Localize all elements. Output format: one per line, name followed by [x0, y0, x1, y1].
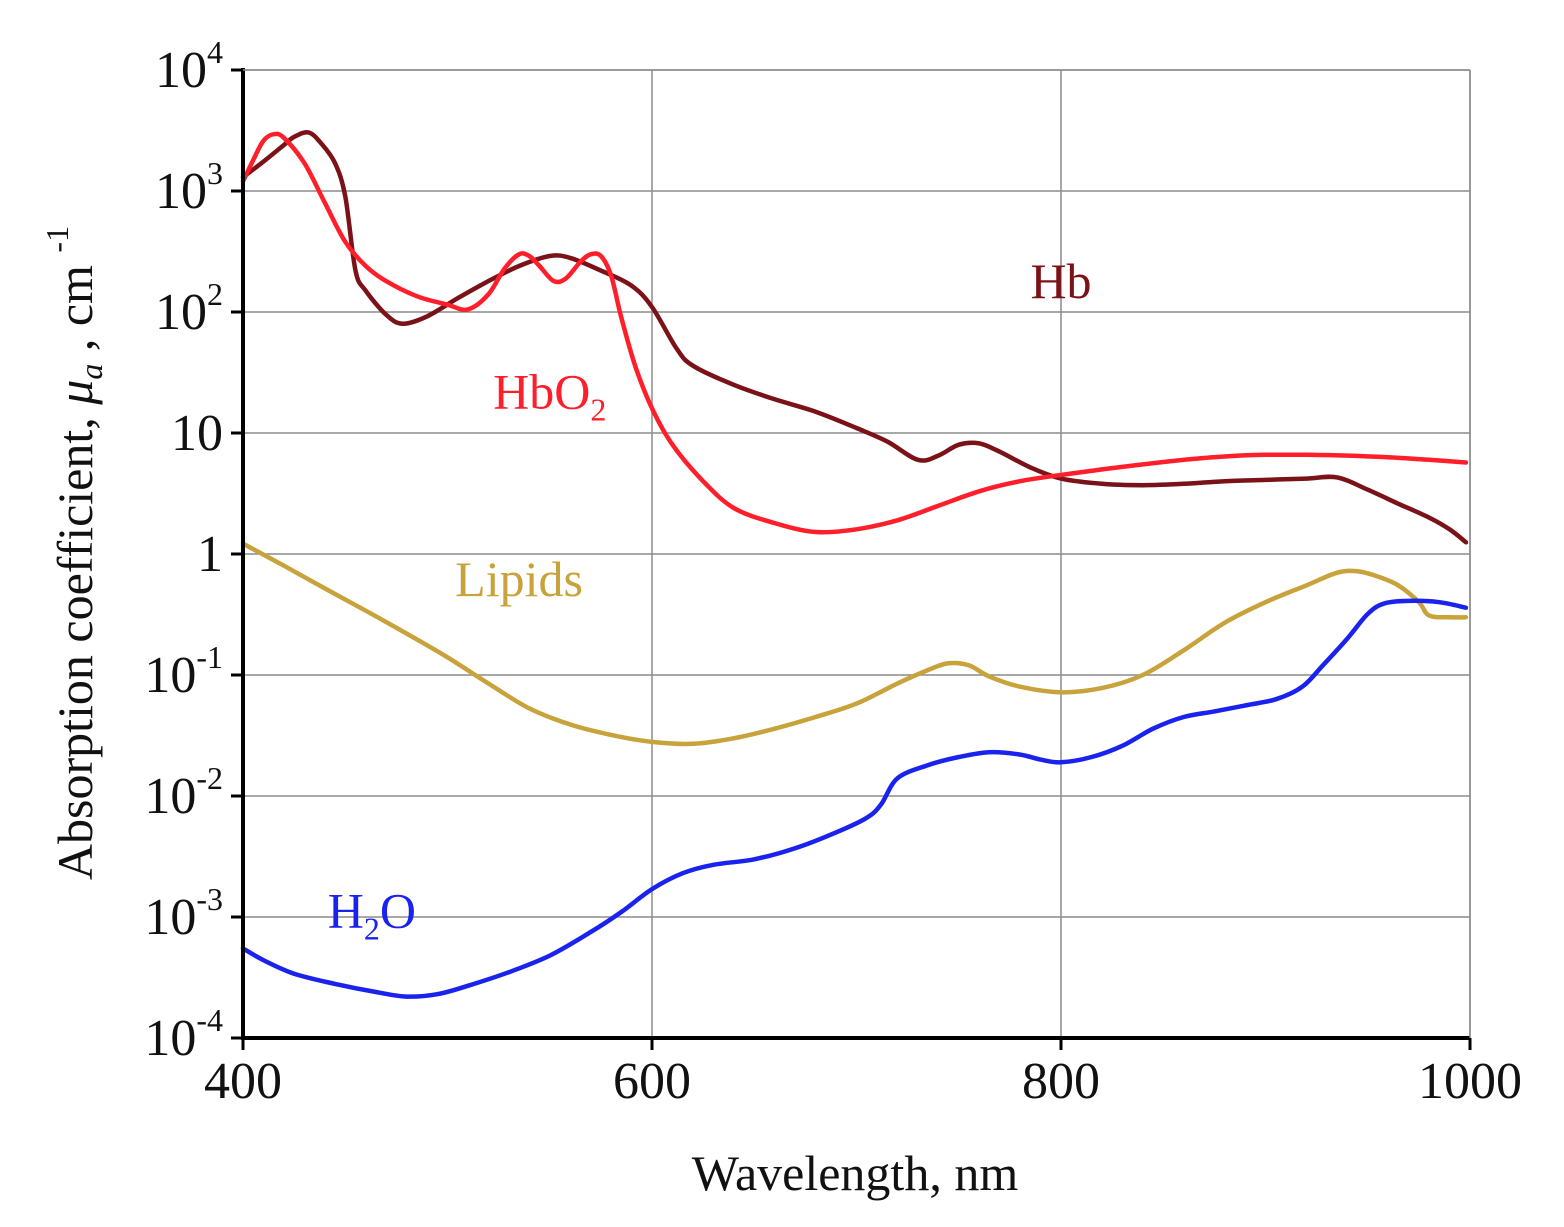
series-line-h2o — [240, 598, 1469, 999]
x-tick-label: 400 — [204, 1053, 282, 1110]
y-tick-label: 10-2 — [144, 760, 223, 825]
grid-lines — [242, 69, 1471, 1039]
y-tick-label: 10-4 — [144, 1002, 223, 1067]
x-axis-title: Wavelength, nm — [692, 1145, 1019, 1201]
y-tick-label: 104 — [155, 34, 223, 99]
series-line-hb — [240, 129, 1469, 545]
x-tick-label: 800 — [1022, 1053, 1100, 1110]
series-lines — [240, 129, 1469, 999]
series-line-hbo2 — [240, 131, 1469, 535]
series-label-h2o: H2O — [328, 882, 416, 946]
x-tick-label: 1000 — [1418, 1053, 1522, 1110]
series-line-lipids — [240, 541, 1469, 747]
y-tick-label: 102 — [155, 276, 223, 341]
series-labels: Hb HbO2 Lipids H2O — [328, 253, 1092, 946]
series-label-lipids: Lipids — [455, 551, 583, 607]
series-label-hbo2: HbO2 — [493, 363, 606, 427]
axes — [231, 68, 1472, 1050]
y-tick-label: 10-1 — [144, 639, 223, 704]
y-axis-title: Absorption coefficient, μa , cm -1 — [39, 226, 109, 880]
y-tick-label: 103 — [155, 155, 223, 220]
y-tick-label: 10 — [171, 405, 223, 462]
x-tick-label: 600 — [613, 1053, 691, 1110]
y-tick-label: 1 — [197, 526, 223, 583]
y-tick-label: 10-3 — [144, 881, 223, 946]
series-label-hb: Hb — [1030, 253, 1091, 309]
